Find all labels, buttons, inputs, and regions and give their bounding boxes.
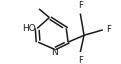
Text: F: F — [107, 25, 111, 34]
Text: F: F — [78, 1, 83, 10]
Text: F: F — [78, 56, 83, 64]
Text: N: N — [51, 48, 57, 57]
Text: HO: HO — [22, 24, 35, 33]
